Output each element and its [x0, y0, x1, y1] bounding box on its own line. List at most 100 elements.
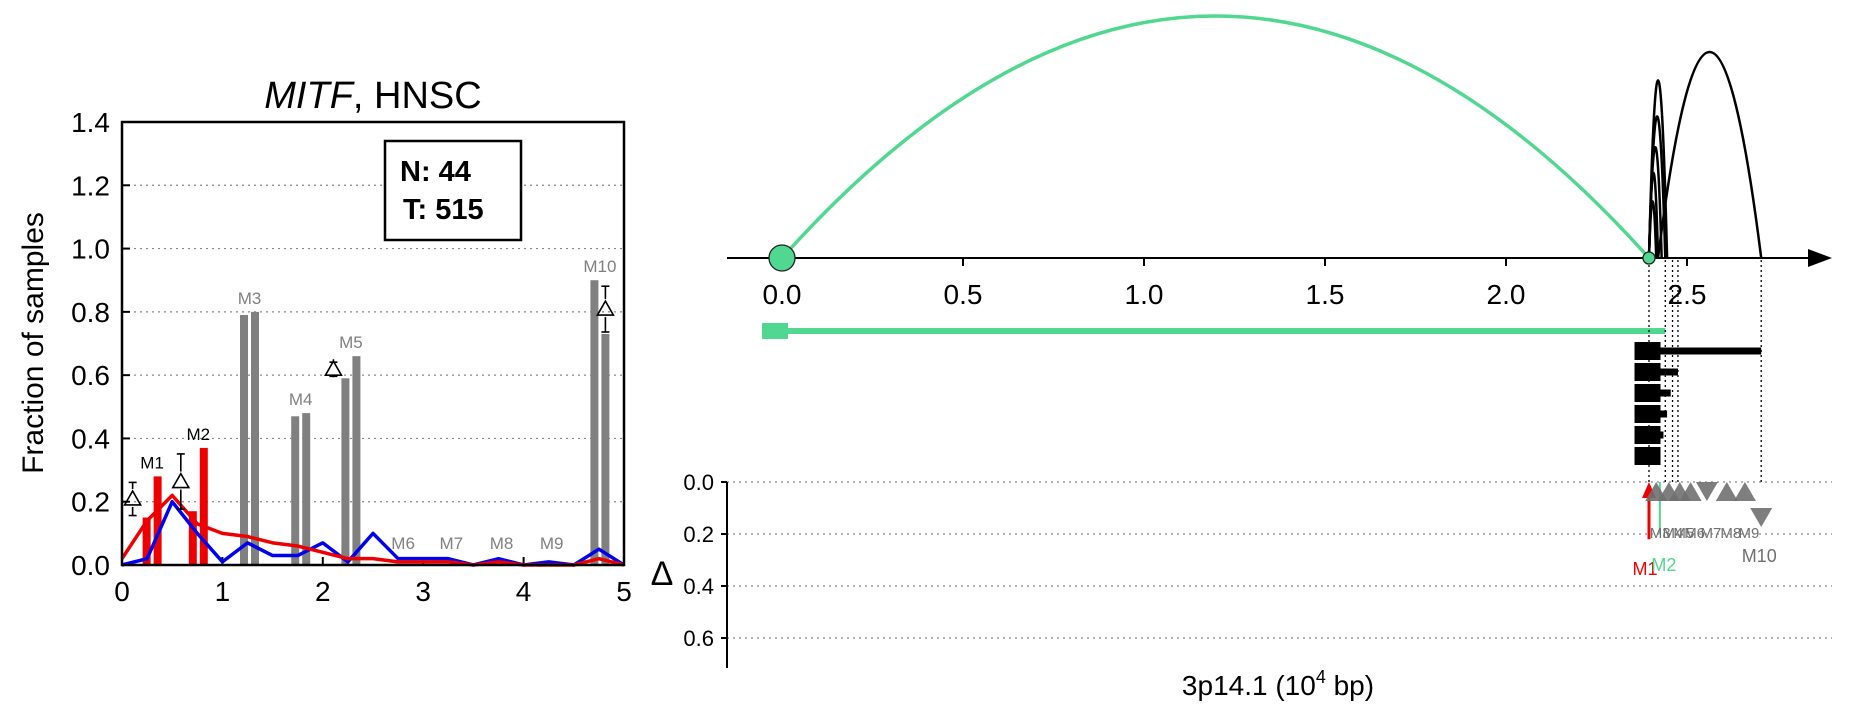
marker-label-m5: M5	[1673, 525, 1694, 542]
left-y-tick-label: 1.2	[71, 170, 110, 201]
up-triangle-icon	[1733, 482, 1756, 501]
xlabel-sup: 4	[1316, 667, 1326, 687]
right-x-axis-label: 3p14.1 (104 bp)	[1182, 667, 1374, 701]
bar-normal-m4	[291, 416, 300, 565]
transcript-tracks	[762, 323, 1762, 465]
marker-label-m6: M6	[1684, 525, 1705, 542]
bar-label-m1: M1	[140, 453, 164, 472]
black-track-box-2	[1634, 384, 1661, 402]
delta-symbol-icon	[324, 359, 343, 377]
marker-label-m4: M4	[1662, 525, 1683, 542]
normal-count-label: N: 44	[400, 156, 471, 188]
delta-symbol-icon	[596, 299, 615, 316]
bar-label-m10: M10	[583, 257, 616, 276]
marker-label-m10: M10	[1742, 546, 1777, 566]
bar-label-m6: M6	[391, 534, 415, 553]
delta-tick-label: 0.2	[683, 522, 714, 547]
marker-label-m3: M3	[1650, 525, 1671, 542]
left-x-tick-label: 2	[315, 576, 331, 607]
arc-node-1	[1642, 251, 1656, 265]
marker-label-m8: M8	[1720, 525, 1741, 542]
interaction-arcs	[780, 14, 1763, 260]
left-y-tick-label: 0.6	[71, 360, 110, 391]
bar-tumor-m2	[199, 447, 208, 565]
delta-symbol-icon	[171, 471, 191, 489]
left-x-tick-label: 4	[516, 576, 532, 607]
bar-normal-m2	[188, 511, 197, 565]
up-triangle-icon	[1679, 482, 1702, 501]
interaction-arc-6	[1656, 51, 1763, 259]
left-x-tick-label: 5	[616, 576, 632, 607]
bar-label-m2: M2	[186, 425, 210, 444]
right-x-tick-label: 0.5	[944, 279, 983, 310]
marker-drop-lines	[1648, 260, 1762, 482]
left-y-tick-label: 0.2	[71, 487, 110, 518]
bar-normal-m3	[240, 315, 249, 565]
bar-normal-m10	[590, 280, 599, 565]
left-y-tick-label: 0.8	[71, 297, 110, 328]
left-y-axis-label: Fraction of samples	[17, 212, 50, 474]
delta-gridlines: 0.0 0.2 0.4 0.6	[683, 470, 1832, 651]
marker-label-m2: M2	[1651, 555, 1676, 575]
left-chart-title: MITF, HNSC	[264, 75, 481, 117]
bar-label-m9: M9	[540, 534, 564, 553]
right-x-tick-label: 2.5	[1668, 279, 1707, 310]
interaction-arc-0	[780, 14, 1651, 260]
bar-normal-m1	[142, 517, 151, 565]
bar-label-m4: M4	[289, 390, 313, 409]
right-x-tick-label: 2.0	[1487, 279, 1526, 310]
left-y-tick-label: 1.0	[71, 234, 110, 265]
arc-node-0	[768, 244, 796, 272]
fraction-chart: M1 M2 M3 M4 M5 M6 M7 M8 M9 M10 0.0 0.2 0.4 0.6 0.8 1.0…	[17, 75, 632, 607]
axis-arrow-icon	[1808, 249, 1832, 267]
left-y-tick-label: 0.4	[71, 423, 110, 454]
sample-count-box	[383, 139, 523, 242]
left-x-tick-label: 1	[215, 576, 231, 607]
bar-tumor-m5	[352, 356, 361, 565]
left-y-tick-label: 0.0	[71, 550, 110, 581]
genome-axis: 0.0 0.5 1.0 1.5 2.0 2.5	[727, 249, 1832, 310]
series-line-1	[120, 493, 625, 567]
bar-label-m7: M7	[439, 534, 463, 553]
bar-tumor-m10	[601, 334, 610, 565]
title-rest: , HNSC	[353, 75, 482, 117]
tumor-count-label: T: 515	[403, 194, 484, 226]
black-track-box-1	[1634, 363, 1661, 381]
delta-tick-label: 0.4	[683, 574, 714, 599]
bar-tumor-m1	[153, 476, 162, 565]
black-track-box-5	[1634, 447, 1661, 465]
bar-label-m5: M5	[339, 333, 363, 352]
marker-label-m7: M7	[1700, 525, 1721, 542]
down-triangle-icon	[1695, 482, 1718, 501]
marker-label-m9: M9	[1738, 525, 1759, 542]
black-track-box-3	[1634, 405, 1661, 423]
right-x-tick-label: 0.0	[763, 279, 802, 310]
interaction-arc-5	[1647, 200, 1658, 259]
black-track-box-4	[1634, 426, 1661, 444]
right-x-tick-label: 1.0	[1125, 279, 1164, 310]
left-tick-labels: 0.0 0.2 0.4 0.6 0.8 1.0 1.2 1.4 0 1 2 3 4 5	[71, 107, 632, 607]
left-x-tick-label: 3	[415, 576, 431, 607]
bar-label-m3: M3	[238, 289, 262, 308]
up-triangle-icon	[1715, 482, 1738, 501]
left-x-tick-label: 0	[114, 576, 130, 607]
xlabel-tail: bp)	[1326, 670, 1374, 701]
series-line-0	[121, 499, 625, 567]
bar-normal-m5	[341, 378, 350, 565]
bar-tumor-m4	[302, 413, 311, 565]
right-x-tick-label: 1.5	[1306, 279, 1345, 310]
delta-tick-label: 0.0	[683, 470, 714, 495]
green-track-start-box	[762, 323, 788, 339]
left-y-tick-label: 1.4	[71, 107, 110, 138]
down-triangle-icon	[1750, 508, 1773, 527]
bar-tumor-m3	[251, 311, 260, 565]
left-plot-frame	[120, 120, 626, 567]
left-bar-labels: M1 M2 M3 M4 M5 M6 M7 M8 M9 M10	[123, 257, 616, 553]
arc-nodes	[768, 244, 1656, 272]
delta-tick-label: 0.6	[683, 626, 714, 651]
delta-symbol-icon	[123, 489, 142, 506]
black-track-box-0	[1634, 342, 1661, 360]
xlabel-main: 3p14.1 (10	[1182, 670, 1316, 701]
